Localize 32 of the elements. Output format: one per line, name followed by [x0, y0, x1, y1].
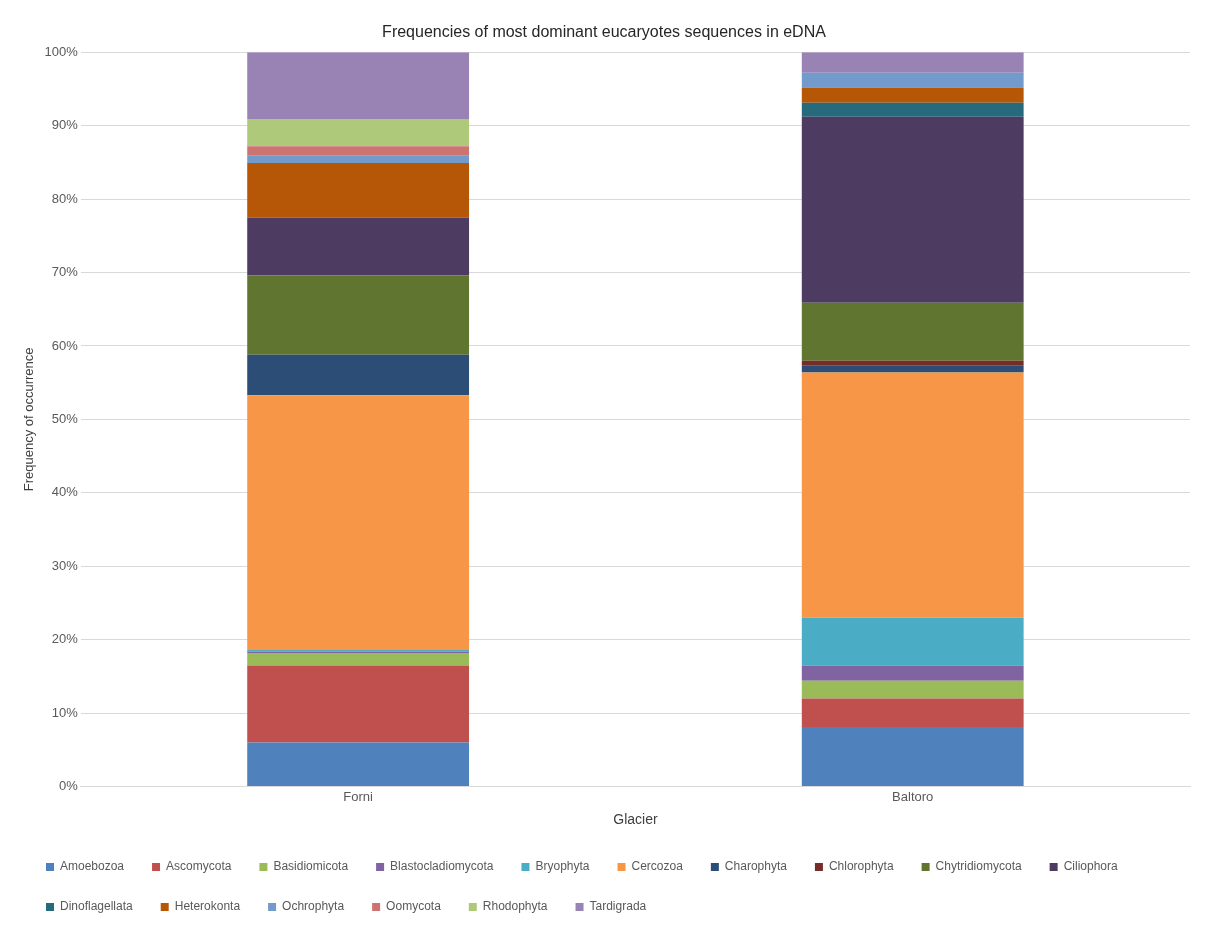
y-tick-label: 20%	[51, 631, 79, 647]
legend-label: Basidiomicota	[273, 859, 349, 874]
x-tick-label: Baltoro	[892, 788, 934, 804]
legend-label: Heterokonta	[174, 899, 241, 914]
chart-title: Frequencies of most dominant eucaryotes sequences in eDNA	[382, 23, 827, 41]
y-tick-label: 90%	[51, 117, 79, 133]
legend-label: Bryophyta	[535, 859, 590, 874]
legend-label: Oomycota	[386, 899, 442, 914]
legend-label: Blastocladiomycota	[390, 859, 494, 874]
legend-label: Amoebozoa	[60, 859, 125, 874]
y-axis-title: Frequency of occurrence	[21, 347, 37, 492]
y-tick-label: 80%	[51, 190, 79, 206]
legend-label: Rhodophyta	[482, 899, 548, 914]
y-tick-label: 40%	[51, 484, 79, 500]
legend-label: Ochrophyta	[282, 899, 345, 914]
y-tick-label: 100%	[44, 43, 79, 59]
y-tick-label: 30%	[51, 557, 79, 573]
legend-label: Dinoflagellata	[60, 899, 134, 914]
legend-label: Cercozoa	[631, 859, 684, 874]
legend-label: Chytridiomycota	[935, 859, 1022, 874]
y-tick-label: 70%	[51, 264, 79, 280]
legend-label: Ascomycota	[166, 859, 232, 874]
legend-label: Ciliophora	[1063, 859, 1118, 874]
y-tick-label: 50%	[51, 410, 79, 426]
x-axis-title: Glacier	[613, 811, 658, 828]
legend-label: Charophyta	[724, 859, 788, 874]
x-tick-label: Forni	[343, 788, 374, 804]
y-tick-label: 0%	[59, 778, 79, 794]
y-tick-label: 60%	[51, 337, 79, 353]
legend-label: Tardigrada	[589, 899, 647, 914]
legend-label: Chlorophyta	[828, 859, 894, 874]
y-tick-label: 10%	[51, 704, 79, 720]
